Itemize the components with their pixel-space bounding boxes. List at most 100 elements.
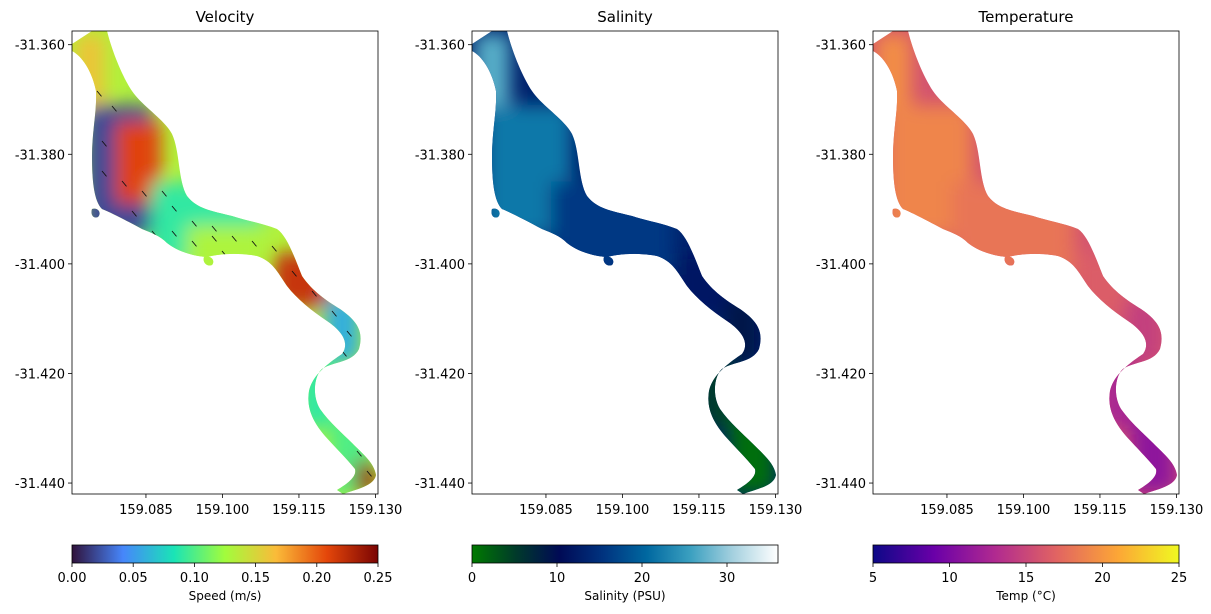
colorbar-tick-label: 0.00 xyxy=(58,571,87,586)
x-tick-label: 159.130 xyxy=(349,503,403,518)
colorbar: 0 10 20 30 Salinity (PSU) xyxy=(468,544,779,603)
region-mouth xyxy=(355,461,376,494)
x-tick-label: 159.085 xyxy=(920,503,974,518)
x-tick-label: 159.100 xyxy=(596,503,650,518)
y-tick-label: -31.440 xyxy=(15,477,65,492)
colorbar-tick-label: 25 xyxy=(1171,571,1188,586)
region-upstream xyxy=(875,33,912,111)
arrow xyxy=(81,65,87,72)
x-tick-label: 159.085 xyxy=(119,503,173,518)
arrow xyxy=(161,190,167,197)
colorbar-gradient xyxy=(471,544,779,564)
x-tick-label: 159.100 xyxy=(997,503,1051,518)
colorbar-tick-label: 10 xyxy=(549,571,566,586)
x-tick-label: 159.130 xyxy=(1150,503,1204,518)
y-tick-label: -31.360 xyxy=(15,39,65,54)
arrow xyxy=(356,450,362,457)
y-tick-label: -31.400 xyxy=(816,258,866,273)
colorbar-gradient xyxy=(71,544,379,564)
x-tick-label: 159.115 xyxy=(272,503,326,518)
arrow xyxy=(331,310,337,317)
colorbar-tick-label: 0.10 xyxy=(180,571,209,586)
arrow xyxy=(186,170,192,177)
colorbar-tick-label: 30 xyxy=(719,571,736,586)
region-west-bend xyxy=(298,357,335,429)
panel-title: Temperature xyxy=(977,8,1073,26)
axes-frame xyxy=(71,30,379,495)
y-tick-label: -31.380 xyxy=(415,148,465,163)
arrow xyxy=(291,270,297,277)
arrow xyxy=(181,140,187,147)
x-tick-label: 159.115 xyxy=(1073,503,1127,518)
region-east-bend xyxy=(724,296,761,363)
colorbar-label: Salinity (PSU) xyxy=(584,589,665,603)
region-east-bend xyxy=(1125,296,1162,363)
region-central-reach xyxy=(952,181,1075,275)
arrow xyxy=(346,330,352,337)
y-tick-label: -31.420 xyxy=(415,367,465,382)
river-field xyxy=(72,31,376,494)
region-west-bend xyxy=(698,357,735,429)
arrow xyxy=(231,235,237,242)
colorbar-tick-label: 15 xyxy=(1018,571,1035,586)
river-field xyxy=(873,31,1177,494)
panel-title: Velocity xyxy=(196,8,255,26)
arrow xyxy=(171,230,177,237)
colorbar-tick-label: 0.05 xyxy=(119,571,148,586)
panel-salinity: Salinity -31.360 -31.380 -31.400 -31.420 -31.… xyxy=(415,8,803,603)
colorbar-label: Speed (m/s) xyxy=(189,589,262,603)
arrow xyxy=(131,210,137,217)
colorbar-label: Temp (°C) xyxy=(995,589,1056,603)
arrow xyxy=(316,390,322,397)
arrow xyxy=(121,180,127,187)
y-tick-label: -31.380 xyxy=(15,148,65,163)
arrow xyxy=(101,170,107,177)
region-lower-channel xyxy=(1130,411,1177,494)
arrow xyxy=(191,220,197,227)
arrow xyxy=(101,140,107,147)
arrow xyxy=(211,235,217,242)
region-upstream xyxy=(474,33,511,111)
y-tick-label: -31.420 xyxy=(816,367,866,382)
colorbar: 5 10 15 20 25 Temp (°C) xyxy=(869,544,1188,603)
colorbar: 0.00 0.05 0.10 0.15 0.20 0.25 Speed (m/s) xyxy=(58,544,393,603)
colorbar-tick-label: 20 xyxy=(634,571,651,586)
panel-title: Salinity xyxy=(597,8,653,26)
colorbar-gradient xyxy=(872,544,1180,564)
y-tick-label: -31.380 xyxy=(816,148,866,163)
colorbar-tick-label: 5 xyxy=(869,571,877,586)
region-central-reach xyxy=(551,181,674,275)
colorbar-tick-label: 0.20 xyxy=(302,571,331,586)
arrow xyxy=(271,245,277,252)
region-lower-channel xyxy=(729,411,776,494)
axes-frame xyxy=(872,30,1180,495)
region-south-bank-channel xyxy=(186,225,264,264)
colorbar-tick-label: 0.25 xyxy=(364,571,393,586)
x-tick-label: 159.085 xyxy=(519,503,573,518)
arrow xyxy=(141,190,147,197)
x-tick-label: 159.100 xyxy=(196,503,250,518)
arrow xyxy=(111,105,117,112)
arrow xyxy=(211,225,217,232)
panel-velocity: Velocity -31.360 -31.380 -31.400 -31.420 -31.… xyxy=(15,8,403,603)
axes-frame xyxy=(471,30,779,495)
arrow xyxy=(366,470,372,477)
arrow xyxy=(191,240,197,247)
x-tick-label: 159.130 xyxy=(749,503,803,518)
colorbar-tick-label: 0 xyxy=(468,571,476,586)
y-tick-label: -31.360 xyxy=(415,39,465,54)
y-tick-label: -31.400 xyxy=(415,258,465,273)
arrow xyxy=(96,90,102,97)
x-tick-label: 159.115 xyxy=(672,503,726,518)
region-east-bend xyxy=(324,296,361,363)
panel-temperature: Temperature -31.360 -31.380 -31.400 -31.420 -… xyxy=(816,8,1204,603)
arrow xyxy=(326,370,332,377)
y-tick-label: -31.360 xyxy=(816,39,866,54)
river-field xyxy=(472,31,776,494)
y-tick-label: -31.440 xyxy=(816,477,866,492)
colorbar-tick-label: 20 xyxy=(1094,571,1111,586)
y-tick-label: -31.440 xyxy=(415,477,465,492)
arrow xyxy=(251,240,257,247)
colorbar-tick-label: 10 xyxy=(941,571,958,586)
